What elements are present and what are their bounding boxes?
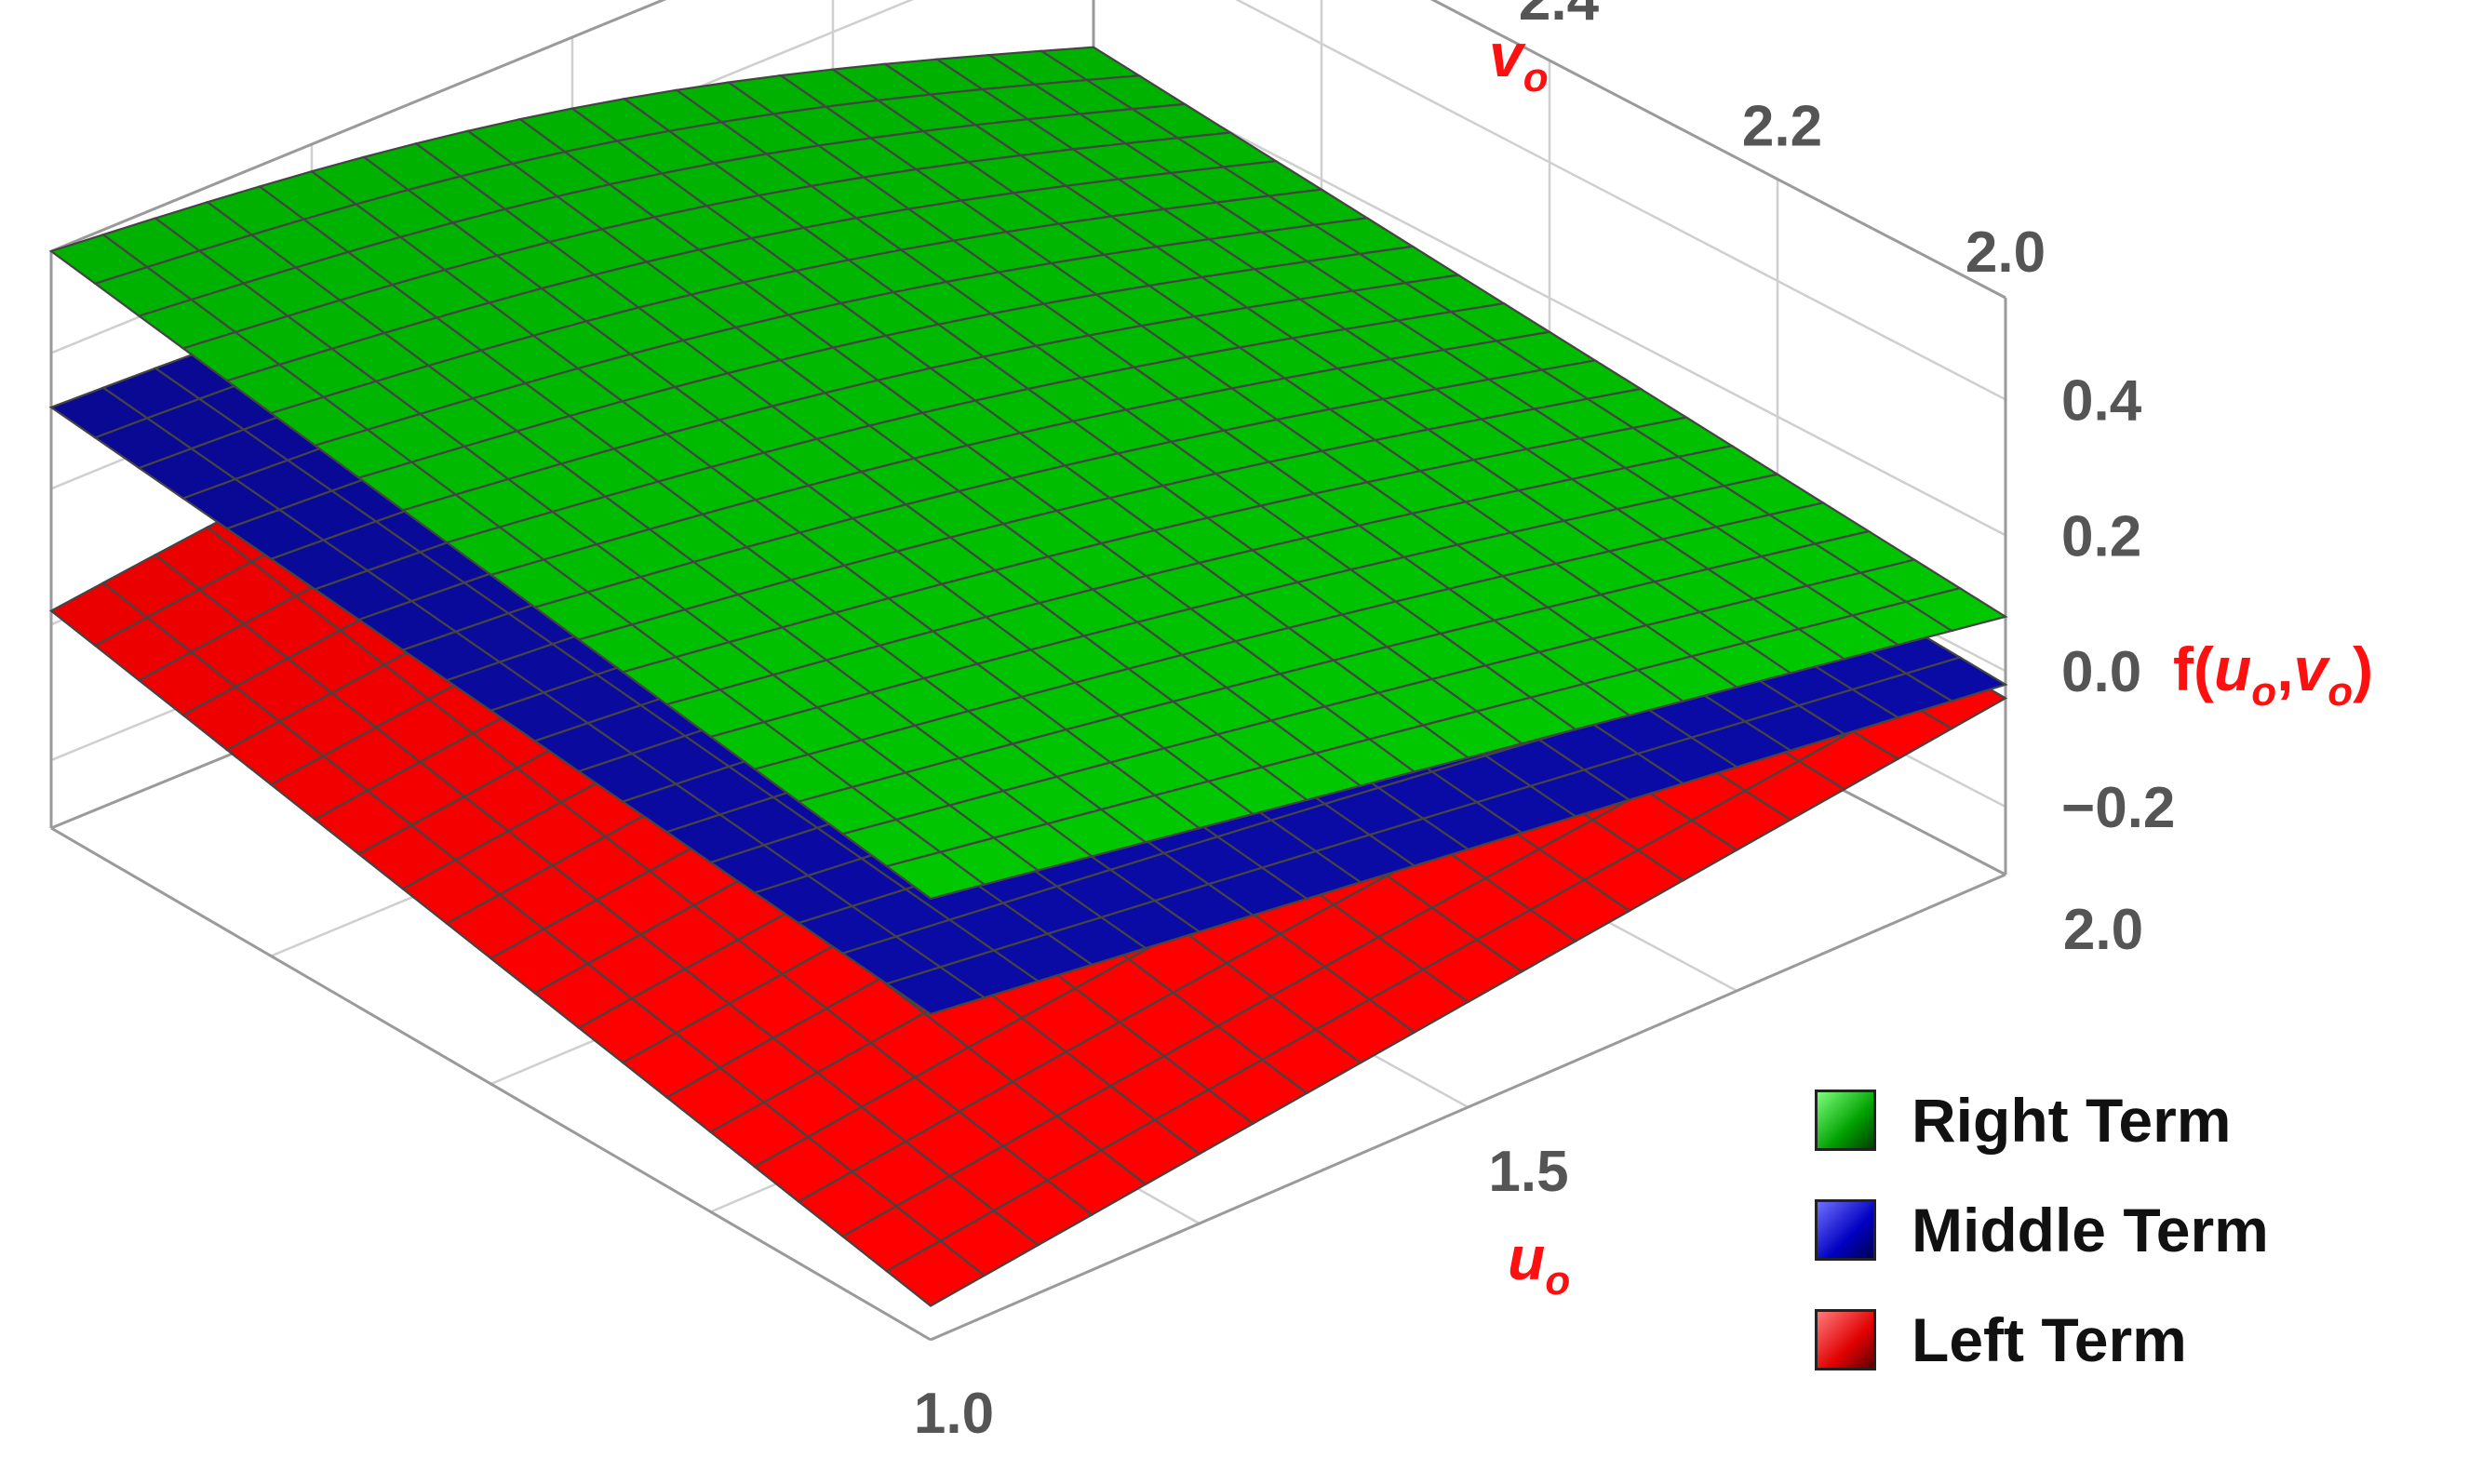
legend-label: Right Term <box>1912 1086 2232 1155</box>
u-tick-label: 1.5 <box>1488 1140 1568 1204</box>
v-axis-label: vo <box>1489 20 1549 100</box>
box-edge <box>1429 0 2006 300</box>
legend-item-right-term: Right Term <box>1815 1065 2429 1175</box>
z-tick-label: 0.0 <box>2061 640 2141 704</box>
u-axis-label: uo <box>1508 1223 1570 1304</box>
u-tick-label: 2.0 <box>2063 898 2143 962</box>
legend-swatch-left-term <box>1815 1309 1876 1370</box>
grid-line <box>1093 60 2006 537</box>
u-tick-label: 1.0 <box>914 1382 994 1446</box>
v-tick-label: 2.4 <box>1519 0 1600 33</box>
box-edge <box>930 873 2006 1342</box>
legend-swatch-middle-term <box>1815 1199 1876 1261</box>
legend: Right Term Middle Term Left Term <box>1815 1065 2429 1395</box>
legend-swatch-right-term <box>1815 1090 1876 1151</box>
surface-patch <box>1903 656 2008 702</box>
surfaces <box>48 46 2008 1307</box>
legend-label: Left Term <box>1912 1305 2187 1374</box>
z-tick-label: 0.4 <box>2061 368 2142 433</box>
z-tick-label: −0.2 <box>2061 776 2175 840</box>
z-tick-label: 0.2 <box>2061 504 2141 568</box>
f-axis-label: f(uo,vo) <box>2173 635 2373 715</box>
grid-line <box>1235 0 2006 401</box>
legend-item-middle-term: Middle Term <box>1815 1175 2429 1285</box>
box-edge <box>50 0 667 253</box>
surface-patch <box>1903 587 2008 633</box>
v-tick-label: 2.2 <box>1742 95 1822 159</box>
legend-label: Middle Term <box>1912 1196 2269 1264</box>
legend-item-left-term: Left Term <box>1815 1285 2429 1395</box>
tick-labels: 2.82.62.42.22.01.01.52.00.40.20.0−0.2 <box>914 0 2176 1446</box>
surface-right-term <box>48 46 2008 901</box>
box-edge <box>50 826 932 1342</box>
v-tick-label: 2.0 <box>1965 221 2046 285</box>
